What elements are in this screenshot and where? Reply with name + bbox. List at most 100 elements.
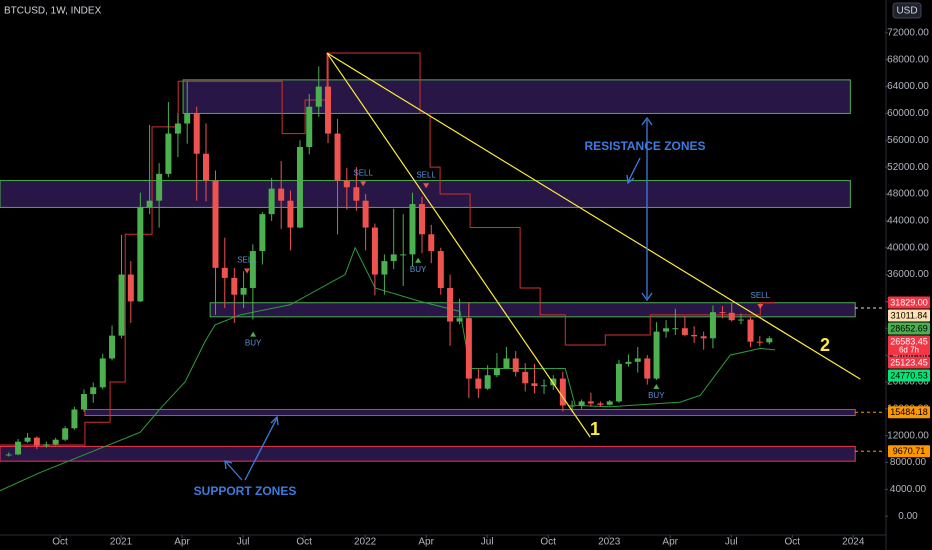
y-tick-label: 56000.00 — [887, 135, 929, 146]
candle-body — [184, 113, 191, 124]
price-label-countdown: 6d 7h — [899, 346, 919, 355]
candle-body — [306, 106, 313, 148]
candle-body — [700, 336, 707, 339]
candle-body — [437, 251, 444, 288]
y-tick-label: 64000.00 — [887, 81, 929, 92]
x-tick-label: Oct — [540, 537, 556, 548]
signal-label: SELL — [353, 168, 373, 177]
x-tick-label: 2021 — [110, 537, 133, 548]
price-label: 9670.71 — [893, 446, 926, 456]
signal-marker — [415, 257, 422, 263]
candle-body — [615, 363, 622, 402]
candle-body — [587, 401, 594, 404]
candle-body — [268, 188, 275, 215]
candle-body — [644, 358, 651, 379]
y-tick-label: 20000.00 — [887, 377, 929, 388]
x-tick-label: Apr — [662, 537, 678, 548]
candle-body — [428, 234, 435, 252]
price-label: 24770.53 — [890, 370, 928, 380]
candle-body — [484, 375, 491, 389]
candle-body — [202, 153, 209, 181]
price-label: 25123.45 — [890, 357, 928, 367]
signal-label: BUY — [648, 391, 665, 400]
candle-body — [409, 204, 416, 255]
candle-body — [493, 368, 500, 376]
y-tick-label: 48000.00 — [887, 189, 929, 200]
candle-body — [606, 401, 613, 405]
candle-body — [315, 86, 322, 107]
candle-body — [127, 274, 134, 302]
arrow — [627, 157, 641, 183]
candle-body — [400, 254, 407, 256]
signal-label: SELL — [416, 170, 436, 179]
price-label-box — [888, 369, 930, 382]
y-tick-label: 12000.00 — [887, 430, 929, 441]
candle-body — [418, 204, 425, 235]
arrow-head — [270, 415, 279, 426]
candle-body — [174, 123, 181, 134]
zone — [84, 408, 856, 417]
candle-body — [663, 328, 670, 332]
price-label-box — [888, 445, 930, 458]
price-label-box — [888, 309, 930, 322]
candle-body — [597, 403, 604, 405]
candle-body — [456, 318, 463, 322]
price-label: 28652.69 — [890, 323, 928, 333]
candle-body — [653, 331, 660, 379]
candle-body — [146, 200, 153, 208]
candle-body — [390, 254, 397, 262]
indicator-line — [0, 246, 776, 492]
x-tick-label: Oct — [784, 537, 800, 548]
price-label: 31829.00 — [890, 297, 928, 307]
candle-body — [625, 361, 632, 364]
signal-marker — [757, 304, 764, 310]
x-tick-label: 2023 — [598, 537, 621, 548]
candle-body — [43, 444, 50, 446]
x-tick-label: Oct — [296, 537, 312, 548]
candle-body — [71, 409, 78, 429]
arrow — [225, 461, 243, 481]
arrow-head — [641, 116, 653, 126]
price-label: 31011.84 — [891, 310, 928, 320]
candle-body — [287, 200, 294, 228]
candle-body — [80, 394, 87, 410]
x-tick-label: Apr — [174, 537, 190, 548]
x-tick-label: 2024 — [842, 537, 865, 548]
candle-body — [221, 267, 228, 278]
candle-body — [503, 358, 510, 369]
y-tick-label: 68000.00 — [887, 54, 929, 65]
candle-body — [550, 378, 557, 386]
candle-body — [475, 378, 482, 389]
candle-body — [109, 335, 116, 359]
candle-body — [728, 312, 735, 321]
price-label-box — [888, 296, 930, 309]
candle-body — [747, 319, 754, 342]
candle-body — [709, 312, 716, 339]
candle-body — [99, 358, 106, 388]
price-label-box — [888, 335, 930, 356]
candle-body — [381, 261, 388, 275]
candle-body — [569, 405, 576, 407]
y-tick-label: 36000.00 — [887, 269, 929, 280]
y-tick-label: 0.00 — [898, 511, 918, 522]
annotation: 1 — [590, 419, 600, 439]
candle-body — [165, 133, 172, 174]
plot: 0.004000.008000.0012000.0016000.0020000.… — [0, 28, 930, 548]
price-label-box — [888, 356, 930, 369]
candle-body — [137, 207, 144, 302]
price-label-box — [888, 322, 930, 335]
candle-body — [62, 428, 69, 440]
candle-body — [296, 147, 303, 228]
currency-button[interactable] — [892, 2, 922, 19]
candle-body — [719, 312, 726, 314]
annotation: 2 — [820, 335, 830, 355]
candle-body — [447, 287, 454, 322]
x-tick-label: Jul — [237, 537, 250, 548]
signal-marker — [423, 183, 430, 189]
candle-body — [465, 318, 472, 379]
trendline — [326, 52, 861, 380]
annotation: RESISTANCE ZONES — [584, 139, 705, 153]
candle-body — [52, 439, 59, 445]
